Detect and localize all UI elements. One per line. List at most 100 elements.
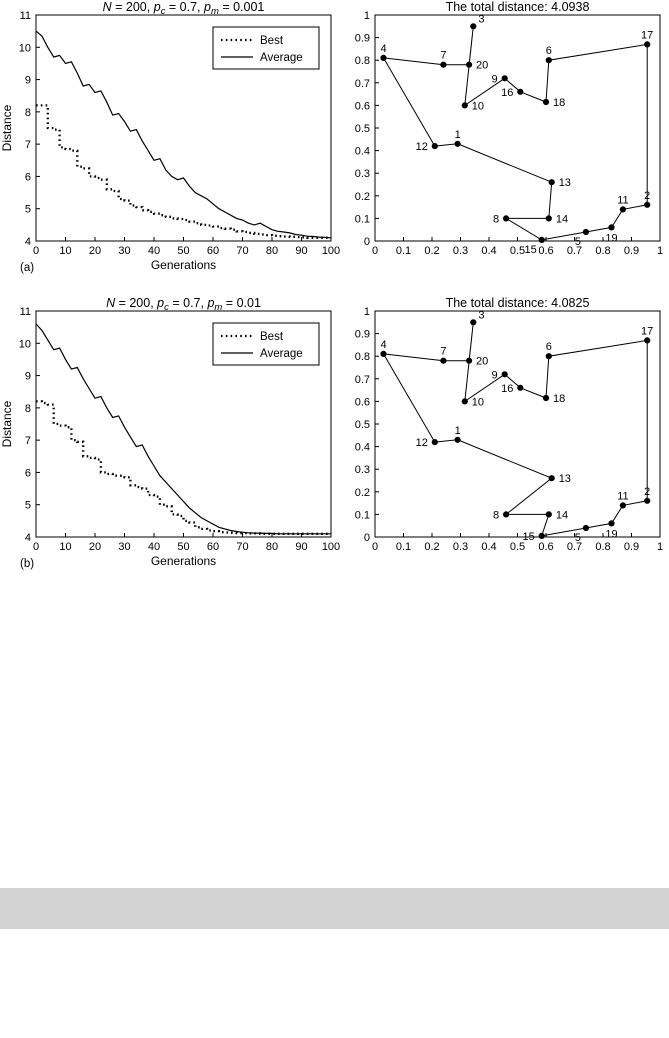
convergence-chart-b: 0 10 20 30 40 50 60 70 80 90 100 4 5 6 7 8 9 10 11 Best Aver… <box>0 296 340 570</box>
x-tick-label: 90 <box>295 541 307 553</box>
city-dot-9 <box>501 75 508 82</box>
x-tick-label: 0.7 <box>567 541 582 553</box>
x-tick-label: 0 <box>33 245 39 257</box>
city-dot-4 <box>380 54 387 62</box>
city-dot-16 <box>517 384 524 391</box>
series-line-average <box>35 30 332 239</box>
x-axis-label: Generations <box>151 258 216 272</box>
y-tick-label: 6 <box>25 171 31 183</box>
tour-path <box>383 322 648 537</box>
x-tick-label: 0 <box>372 245 378 257</box>
city-label-16: 16 <box>501 383 513 395</box>
city-dot-8 <box>503 215 510 222</box>
series-line-best <box>36 104 331 239</box>
city-dot-12 <box>431 439 438 446</box>
y-tick-label: 8 <box>25 403 31 415</box>
series-line-best <box>36 400 331 535</box>
city-dot-11 <box>619 206 626 213</box>
y-tick-label: 0 <box>364 532 370 544</box>
x-tick-label: 100 <box>322 245 340 257</box>
city-dot-14 <box>545 215 552 222</box>
city-dot-18 <box>542 98 550 106</box>
x-tick-label: 60 <box>207 245 219 257</box>
city-label-11: 11 <box>617 194 628 206</box>
y-tick-label: 1 <box>364 306 370 318</box>
y-tick-label: 5 <box>25 500 31 512</box>
y-tick-label: 0.7 <box>355 374 370 386</box>
legend-label-best: Best <box>260 35 284 47</box>
chart-block-tour-b: 0 0.1 0.2 0.3 0.4 0.5 0.6 0.7 0.8 0.9 1 0 0.1 0.2 0.3 0… <box>345 296 669 578</box>
city-dot-8 <box>503 511 510 518</box>
y-tick-label: 0.2 <box>355 487 370 499</box>
x-tick-label: 30 <box>118 541 130 553</box>
city-label-15: 15 <box>522 531 534 543</box>
x-tick-label: 70 <box>236 245 248 257</box>
city-label-17: 17 <box>641 325 653 337</box>
city-label-9: 9 <box>492 369 498 381</box>
city-dot-17 <box>644 337 651 344</box>
x-tick-label: 0.9 <box>624 541 639 553</box>
y-tick-label: 0.8 <box>355 351 370 363</box>
x-tick-label: 40 <box>148 541 160 553</box>
chart-title: N = 200, pc = 0.7, pm = 0.001 <box>103 0 265 17</box>
x-tick-label: 0.3 <box>453 245 468 257</box>
city-label-1: 1 <box>455 425 461 437</box>
city-dot-12 <box>431 143 438 150</box>
chart-title: N = 200, pc = 0.7, pm = 0.01 <box>106 296 261 313</box>
chart-block-tour-a: 0 0.1 0.2 0.3 0.4 0.5 0.6 0.7 0.8 0.9 1 0 0.1 0.2 0.3 0… <box>345 0 669 282</box>
city-label-14: 14 <box>556 213 568 225</box>
y-tick-label: 6 <box>25 467 31 479</box>
city-label-12: 12 <box>416 437 428 449</box>
city-label-12: 12 <box>416 141 428 153</box>
x-tick-label: 20 <box>89 541 101 553</box>
x-tick-label: 10 <box>59 541 71 553</box>
x-tick-label: 0.2 <box>424 245 439 257</box>
city-label-6: 6 <box>546 45 552 57</box>
y-tick-label: 0.2 <box>355 191 370 203</box>
legend-label-average: Average <box>260 348 303 360</box>
y-tick-label: 0.9 <box>355 33 370 45</box>
city-dot-2 <box>644 497 651 504</box>
y-tick-label: 5 <box>25 204 31 216</box>
y-tick-label: 0.3 <box>355 168 370 180</box>
x-tick-label: 1 <box>657 245 663 257</box>
legend-box <box>212 322 320 366</box>
x-tick-label: 70 <box>236 541 248 553</box>
x-tick-label: 0.8 <box>595 245 610 257</box>
city-dot-6 <box>545 353 552 360</box>
city-label-2: 2 <box>644 486 650 498</box>
city-dot-4 <box>380 350 387 357</box>
x-tick-label: 20 <box>89 245 101 257</box>
city-label-8: 8 <box>493 213 499 225</box>
x-tick-label: 0.5 <box>510 541 525 553</box>
city-label-13: 13 <box>559 473 571 485</box>
y-tick-label: 7 <box>25 435 31 447</box>
city-dot-18 <box>542 394 550 402</box>
city-dot-13 <box>548 179 555 186</box>
city-dot-19 <box>608 520 615 527</box>
convergence-chart-a: 0 10 20 30 40 50 60 70 80 90 100 4 5 6 7 8 9 10 11 Best Aver… <box>0 0 340 274</box>
y-tick-label: 0.4 <box>355 442 370 454</box>
series-line-average <box>35 323 331 535</box>
y-tick-label: 10 <box>19 42 31 54</box>
y-tick-label: 0.4 <box>355 146 370 158</box>
x-tick-label: 0.2 <box>424 541 439 553</box>
x-tick-label: 50 <box>177 541 189 553</box>
city-label-1: 1 <box>455 129 461 141</box>
city-dot-11 <box>619 502 626 509</box>
city-label-17: 17 <box>641 29 653 41</box>
y-tick-label: 0.3 <box>355 464 370 476</box>
city-label-20: 20 <box>476 356 488 368</box>
x-axis-label: Generations <box>151 554 216 568</box>
city-dot-9 <box>501 371 508 378</box>
x-tick-label: 40 <box>148 245 160 257</box>
x-tick-label: 0 <box>33 541 39 553</box>
legend-label-average: Average <box>260 52 303 64</box>
city-dot-13 <box>548 475 555 482</box>
x-tick-label: 50 <box>177 245 189 257</box>
city-dot-20 <box>466 357 473 364</box>
city-dot-15 <box>538 532 545 539</box>
y-tick-label: 11 <box>20 306 31 318</box>
city-label-5: 5 <box>575 532 581 544</box>
